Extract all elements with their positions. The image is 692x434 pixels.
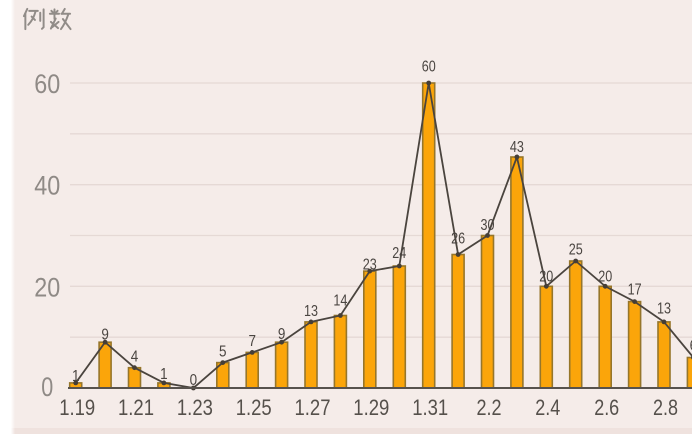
svg-text:30: 30 bbox=[481, 217, 495, 234]
svg-text:1.21: 1.21 bbox=[118, 395, 154, 420]
svg-text:20: 20 bbox=[34, 272, 60, 302]
svg-text:20: 20 bbox=[598, 269, 612, 286]
svg-text:7: 7 bbox=[248, 333, 256, 350]
svg-text:5: 5 bbox=[219, 343, 227, 360]
svg-text:0: 0 bbox=[190, 372, 198, 389]
svg-text:13: 13 bbox=[304, 303, 318, 320]
svg-text:17: 17 bbox=[628, 281, 642, 298]
svg-text:60: 60 bbox=[34, 69, 60, 99]
svg-text:20: 20 bbox=[539, 269, 553, 286]
svg-text:2.6: 2.6 bbox=[594, 395, 619, 420]
svg-text:1.25: 1.25 bbox=[236, 395, 272, 420]
svg-text:6: 6 bbox=[690, 337, 692, 354]
svg-text:40: 40 bbox=[34, 171, 60, 201]
svg-text:2.4: 2.4 bbox=[535, 395, 560, 420]
svg-text:4: 4 bbox=[131, 348, 139, 365]
svg-text:1.31: 1.31 bbox=[412, 395, 448, 420]
svg-text:1.19: 1.19 bbox=[59, 395, 95, 420]
svg-text:13: 13 bbox=[657, 300, 671, 317]
svg-text:2.2: 2.2 bbox=[477, 395, 502, 420]
svg-text:1: 1 bbox=[160, 366, 168, 383]
svg-text:26: 26 bbox=[451, 230, 465, 247]
svg-text:9: 9 bbox=[101, 326, 109, 343]
svg-text:24: 24 bbox=[392, 245, 406, 262]
svg-text:1.29: 1.29 bbox=[353, 395, 389, 420]
svg-text:23: 23 bbox=[363, 256, 377, 273]
svg-text:2.8: 2.8 bbox=[653, 395, 678, 420]
svg-text:60: 60 bbox=[422, 59, 436, 76]
svg-text:9: 9 bbox=[278, 326, 286, 343]
svg-text:14: 14 bbox=[333, 293, 347, 310]
svg-text:1.27: 1.27 bbox=[295, 395, 331, 420]
svg-text:25: 25 bbox=[569, 242, 583, 259]
svg-text:0: 0 bbox=[41, 372, 53, 402]
svg-text:43: 43 bbox=[510, 139, 524, 156]
svg-text:1: 1 bbox=[72, 368, 80, 385]
svg-text:1.23: 1.23 bbox=[177, 395, 213, 420]
